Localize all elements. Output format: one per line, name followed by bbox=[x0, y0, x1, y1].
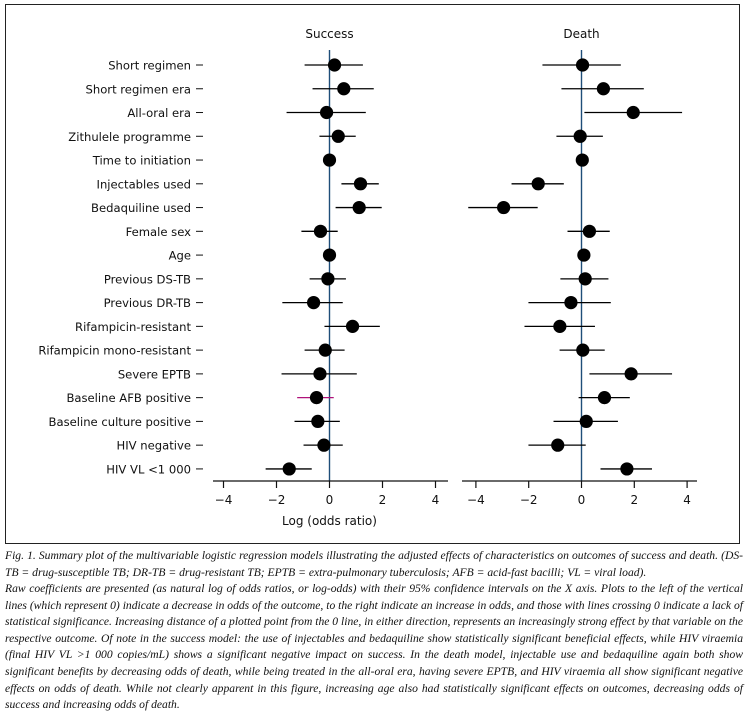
x-tick-label: −4 bbox=[467, 493, 485, 507]
panel-title: Success bbox=[305, 27, 353, 41]
point-estimate bbox=[318, 343, 332, 357]
point-estimate bbox=[322, 248, 337, 262]
x-tick-label: 2 bbox=[379, 493, 387, 507]
point-estimate bbox=[564, 296, 578, 310]
row-label: HIV VL <1 000 bbox=[106, 462, 191, 476]
forest-plot: Short regimen Short regimen era All-oral e… bbox=[38, 27, 697, 528]
x-tick-label: 0 bbox=[578, 493, 586, 507]
point-estimate bbox=[624, 367, 638, 381]
row-label: Zithulele programme bbox=[68, 130, 191, 144]
point-estimate bbox=[579, 414, 593, 428]
point-estimate bbox=[319, 105, 334, 120]
point-estimate bbox=[531, 177, 545, 191]
point-estimate bbox=[573, 129, 587, 143]
point-estimate bbox=[313, 367, 327, 381]
row-label: Previous DS-TB bbox=[104, 272, 191, 286]
row-label: Age bbox=[169, 249, 191, 263]
figure-frame bbox=[5, 4, 740, 544]
point-estimate bbox=[282, 462, 296, 476]
point-estimate bbox=[577, 248, 591, 262]
figure-caption: Fig. 1. Summary plot of the multivariabl… bbox=[5, 549, 743, 579]
point-estimate bbox=[575, 153, 589, 167]
point-estimate bbox=[597, 391, 612, 405]
x-tick-label: 0 bbox=[326, 493, 334, 507]
row-label: Rifampicin-resistant bbox=[75, 320, 191, 334]
point-estimate bbox=[317, 438, 331, 452]
x-tick-label: −2 bbox=[520, 493, 538, 507]
row-label: Time to initiation bbox=[92, 154, 191, 168]
point-estimate bbox=[337, 82, 351, 96]
row-label: Baseline culture positive bbox=[49, 415, 191, 429]
point-estimate bbox=[321, 272, 335, 286]
point-estimate bbox=[345, 319, 360, 333]
x-axis-label: Log (odds ratio) bbox=[282, 514, 377, 528]
point-estimate bbox=[311, 414, 325, 428]
row-label: Injectables used bbox=[97, 177, 191, 191]
point-estimate bbox=[620, 462, 634, 476]
point-estimate bbox=[626, 105, 640, 120]
row-label: Female sex bbox=[126, 225, 192, 239]
point-estimate bbox=[307, 296, 321, 310]
point-estimate bbox=[497, 200, 511, 215]
x-tick-label: −2 bbox=[268, 493, 286, 507]
point-estimate bbox=[582, 224, 597, 238]
point-estimate bbox=[576, 343, 590, 357]
x-tick-label: 4 bbox=[683, 493, 691, 507]
row-label: Bedaquiline used bbox=[91, 201, 191, 215]
row-label: Previous DR-TB bbox=[104, 296, 191, 310]
point-estimate bbox=[596, 82, 611, 96]
row-label: Short regimen bbox=[108, 59, 191, 73]
point-estimate bbox=[327, 58, 342, 72]
point-estimate bbox=[553, 319, 567, 333]
row-label: Rifampicin mono-resistant bbox=[38, 344, 191, 358]
point-estimate bbox=[331, 129, 345, 143]
figure-notes: Raw coefficients are presented (as natur… bbox=[5, 582, 743, 712]
point-estimate bbox=[313, 224, 328, 238]
row-label: Severe EPTB bbox=[118, 367, 191, 381]
row-label: Baseline AFB positive bbox=[66, 391, 191, 405]
row-label: HIV negative bbox=[117, 439, 191, 453]
panel-title: Death bbox=[563, 27, 599, 41]
x-tick-label: 4 bbox=[432, 493, 440, 507]
point-estimate bbox=[353, 177, 368, 191]
point-estimate bbox=[309, 391, 324, 405]
point-estimate bbox=[578, 272, 592, 286]
point-estimate bbox=[322, 153, 337, 167]
row-label: All-oral era bbox=[127, 106, 191, 120]
x-tick-label: 2 bbox=[630, 493, 638, 507]
row-label: Short regimen era bbox=[86, 82, 192, 96]
point-estimate bbox=[551, 438, 565, 452]
point-estimate bbox=[575, 58, 590, 72]
point-estimate bbox=[352, 200, 366, 215]
x-tick-label: −4 bbox=[215, 493, 233, 507]
